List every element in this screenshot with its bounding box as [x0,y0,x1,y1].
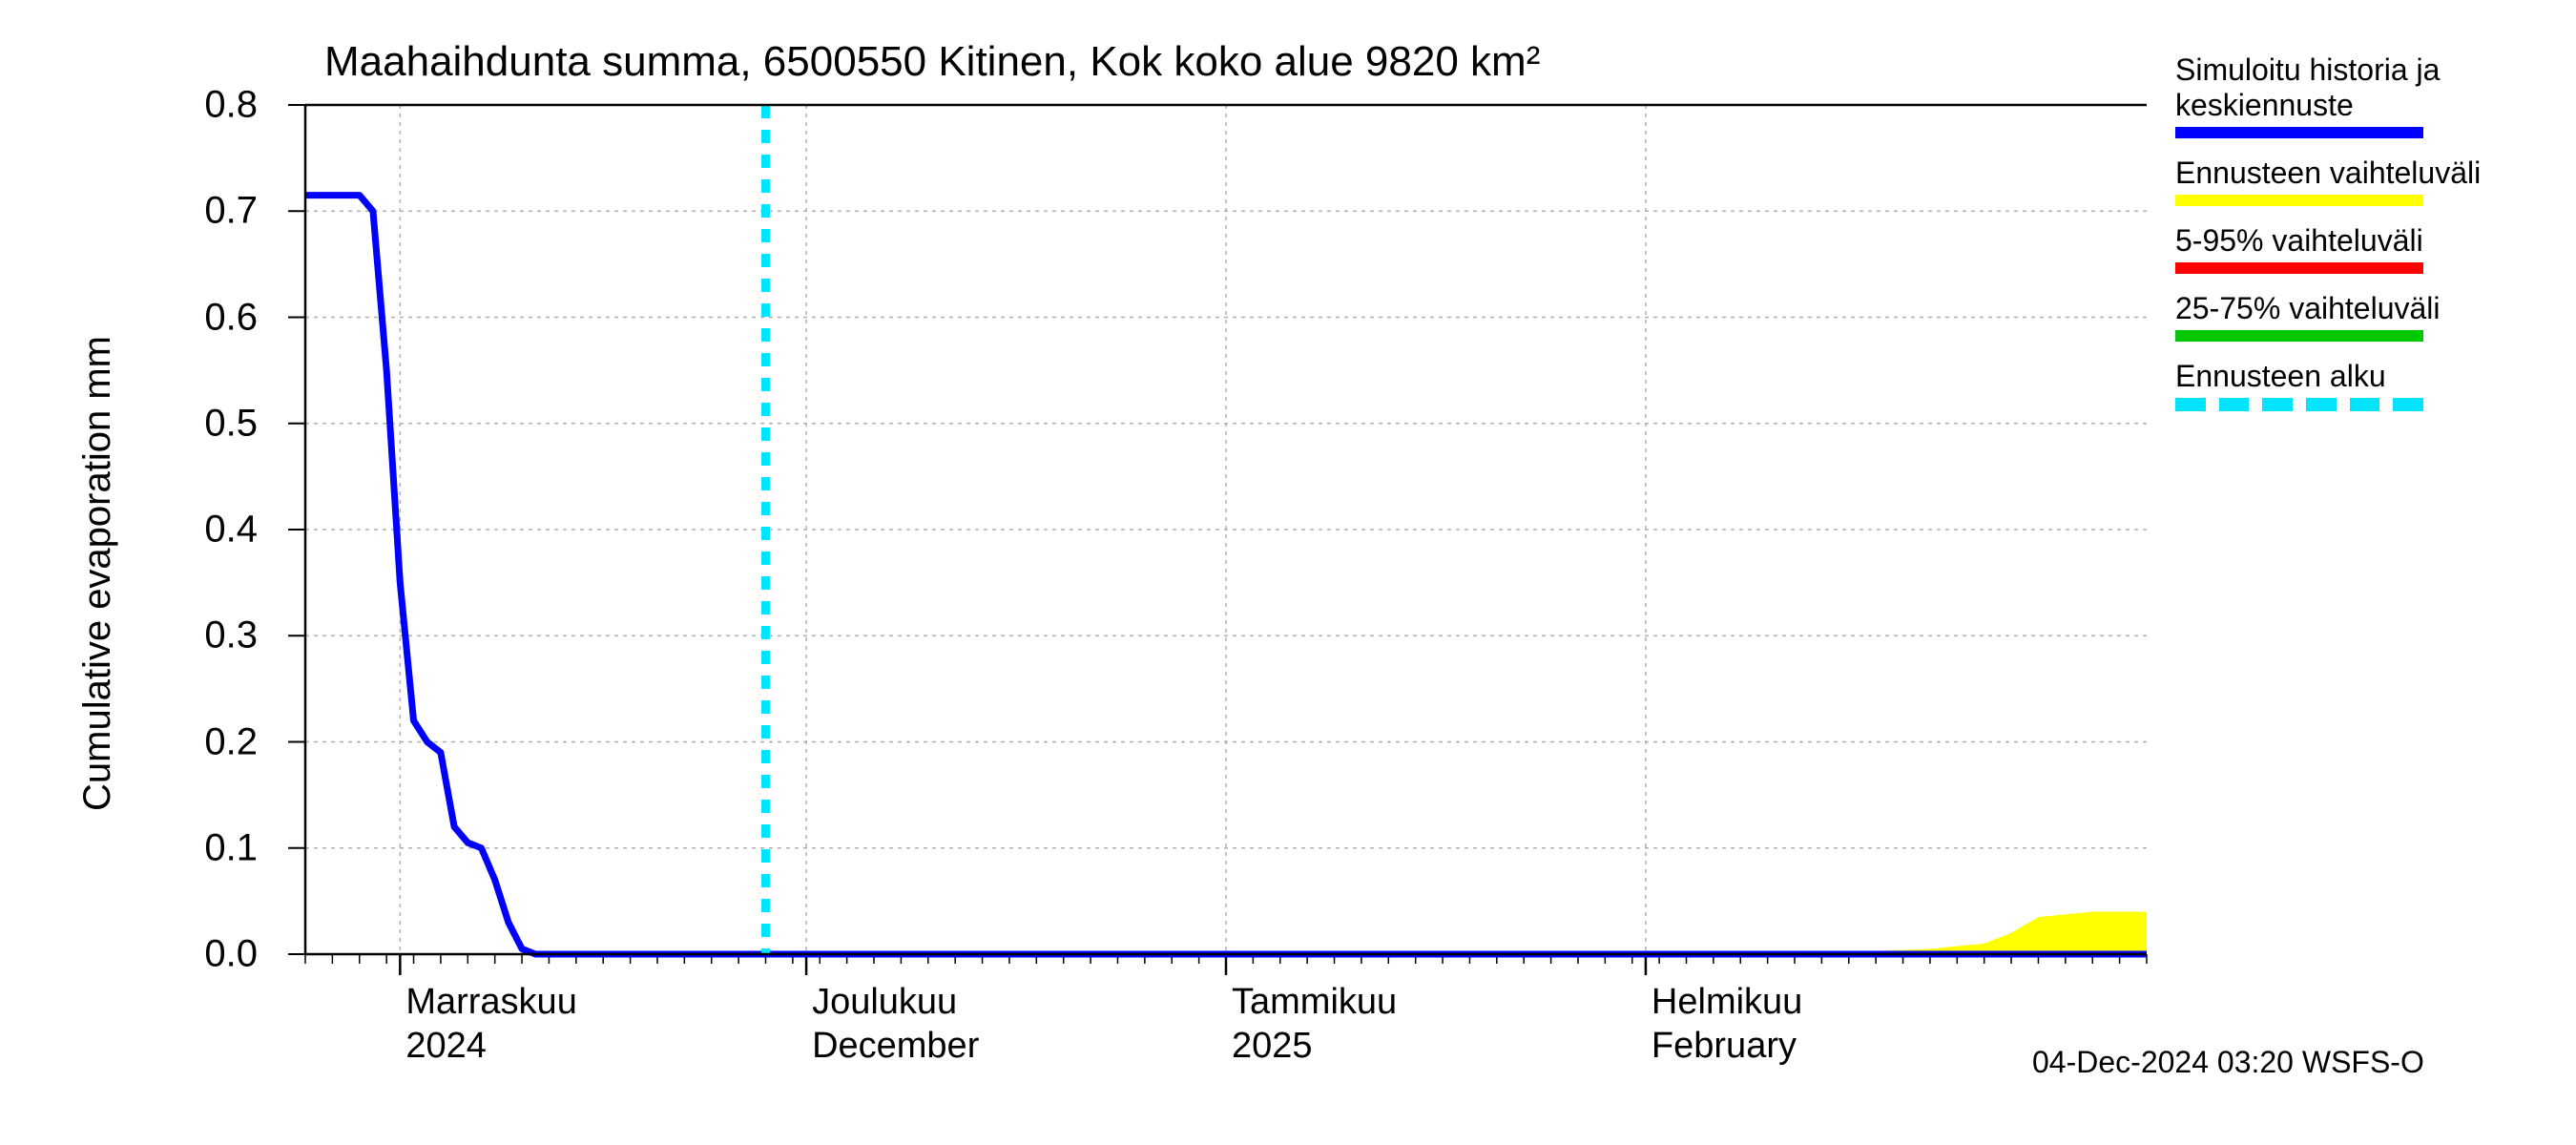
legend-item: Ennusteen alku [2175,359,2481,411]
legend-label: keskiennuste [2175,88,2481,123]
legend-label: Ennusteen alku [2175,359,2481,394]
legend-label: Ennusteen vaihteluväli [2175,156,2481,191]
legend-label: 5-95% vaihteluväli [2175,223,2481,259]
legend-swatch [2175,262,2423,274]
legend-item: Simuloitu historia jakeskiennuste [2175,52,2481,138]
chart-container: Maahaihdunta summa, 6500550 Kitinen, Kok… [0,0,2576,1145]
footer-timestamp: 04-Dec-2024 03:20 WSFS-O [2032,1045,2424,1080]
legend-label: 25-75% vaihteluväli [2175,291,2481,326]
legend: Simuloitu historia jakeskiennuste Ennuste… [2175,52,2481,428]
legend-swatch [2175,330,2423,342]
legend-item: 5-95% vaihteluväli [2175,223,2481,274]
legend-swatch [2175,195,2423,206]
legend-swatch [2175,398,2423,411]
legend-swatch [2175,127,2423,138]
legend-item: 25-75% vaihteluväli [2175,291,2481,342]
legend-item: Ennusteen vaihteluväli [2175,156,2481,206]
legend-label: Simuloitu historia ja [2175,52,2481,88]
